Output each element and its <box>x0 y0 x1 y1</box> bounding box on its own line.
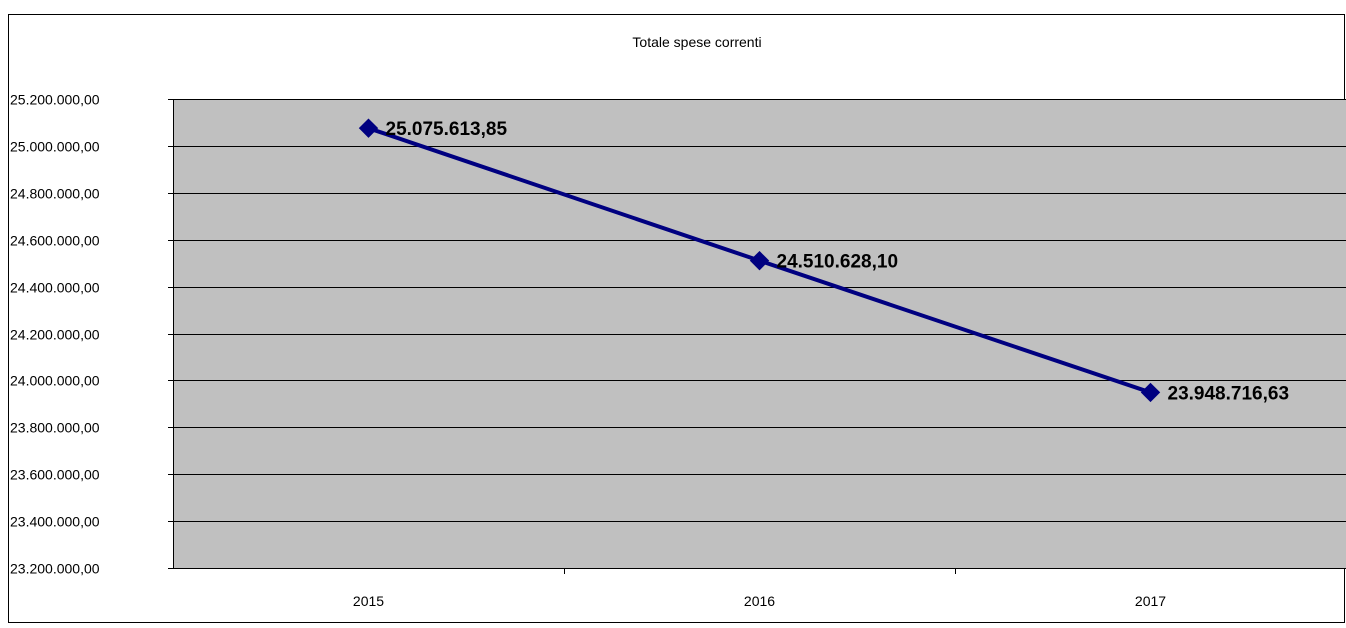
y-tick-label: 25.000.000,00 <box>10 139 100 155</box>
y-tick-label: 23.800.000,00 <box>10 420 100 436</box>
chart-title: Totale spese correnti <box>632 34 761 50</box>
data-label: 23.948.716,63 <box>1168 383 1290 404</box>
data-point-marker <box>1140 382 1161 403</box>
x-tick-label: 2016 <box>744 593 775 609</box>
data-label: 25.075.613,85 <box>386 119 508 140</box>
y-tick-label: 23.200.000,00 <box>10 561 100 577</box>
y-tick-label: 24.800.000,00 <box>10 186 100 202</box>
y-tick-label: 24.400.000,00 <box>10 280 100 296</box>
data-label: 24.510.628,10 <box>777 252 899 273</box>
y-tick-label: 23.400.000,00 <box>10 514 100 530</box>
data-point-marker <box>749 250 770 271</box>
x-tick-label: 2017 <box>1135 593 1166 609</box>
plot-area: 23.200.000,00 23.400.000,00 23.600.000,00 2… <box>10 92 1346 609</box>
data-point-marker <box>358 118 379 138</box>
y-tick-label: 23.600.000,00 <box>10 467 100 483</box>
y-tick-label: 24.600.000,00 <box>10 233 100 249</box>
y-tick-label: 24.000.000,00 <box>10 373 100 389</box>
y-tick-label: 24.200.000,00 <box>10 327 100 343</box>
y-tick-label: 25.200.000,00 <box>10 92 100 108</box>
plot-background <box>173 99 1346 568</box>
x-tick-label: 2015 <box>353 593 384 609</box>
